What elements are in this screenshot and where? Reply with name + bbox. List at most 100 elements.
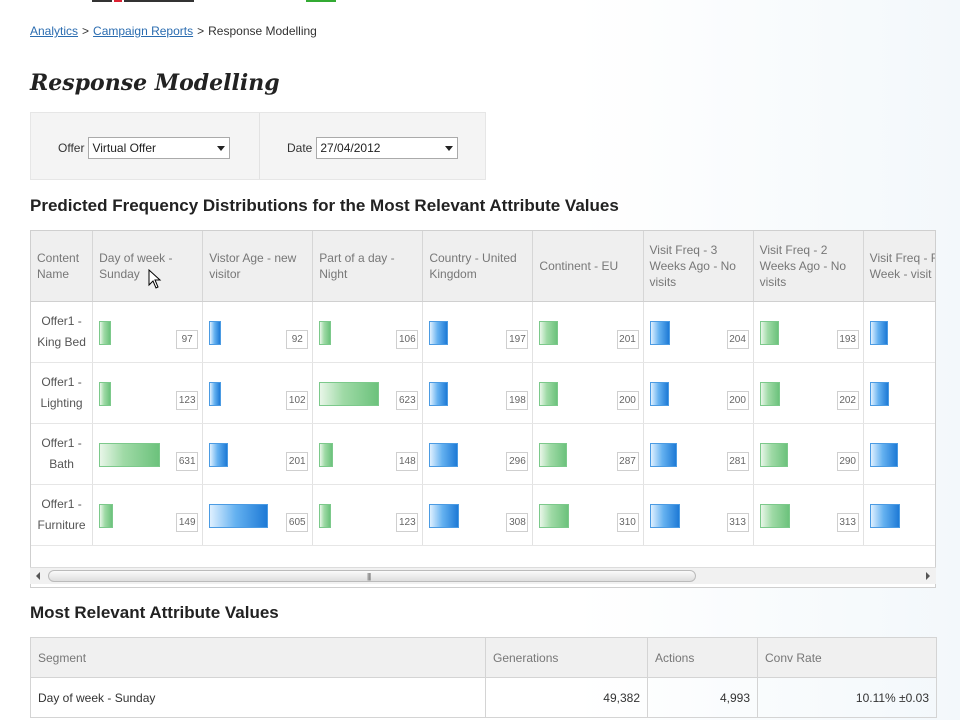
distribution-cell: 201 xyxy=(202,423,314,485)
distribution-value: 313 xyxy=(726,512,749,532)
distribution-value: 204 xyxy=(726,329,749,349)
distribution-cell: 149 xyxy=(92,484,204,546)
scrollbar-thumb[interactable]: ||| xyxy=(48,570,696,582)
relevant-table: Segment Generations Actions Conv Rate Da… xyxy=(30,637,937,718)
distribution-value: 605 xyxy=(286,512,309,532)
distribution-cell: 198 xyxy=(422,362,534,424)
chevron-down-icon xyxy=(217,146,226,151)
distribution-value: 97 xyxy=(176,329,199,349)
distribution-cell: 313 xyxy=(643,484,754,546)
distribution-cell: 631 xyxy=(92,423,204,485)
breadcrumb-link-campaign-reports[interactable]: Campaign Reports xyxy=(93,24,194,38)
chevron-down-icon xyxy=(445,146,454,151)
distribution-bar xyxy=(649,442,677,467)
date-label: Date xyxy=(287,141,313,155)
horizontal-scrollbar[interactable]: ||| xyxy=(30,567,936,584)
distribution-cell: 313 xyxy=(753,484,864,546)
attribute-column-header[interactable]: Day of week - Sunday xyxy=(92,231,204,302)
attribute-column-header[interactable]: Country - United Kingdom xyxy=(422,231,534,302)
predicted-header-row: Content Name Day of week - Sunday Vistor A… xyxy=(31,231,935,302)
conv-rate-column-header[interactable]: Conv Rate xyxy=(757,637,937,678)
distribution-cell: 296 xyxy=(422,423,534,485)
distribution-cell: 102 xyxy=(202,362,314,424)
distribution-value: 193 xyxy=(836,329,859,349)
distribution-bar xyxy=(99,503,114,528)
mouse-pointer-icon xyxy=(148,269,162,289)
distribution-value: 102 xyxy=(286,390,309,410)
distribution-value: 92 xyxy=(286,329,309,349)
distribution-cell: 287 xyxy=(532,423,644,485)
page-title: Response Modelling xyxy=(30,70,280,96)
distribution-value: 149 xyxy=(176,512,199,532)
distribution-cell xyxy=(863,362,935,424)
segment-column-header[interactable]: Segment xyxy=(30,637,486,678)
table-row[interactable]: Offer1 - Furniture 149 605 123 308 310 313 313 xyxy=(31,484,935,546)
distribution-value: 313 xyxy=(836,512,859,532)
offer-select-value: Virtual Offer xyxy=(92,141,157,155)
distribution-cell xyxy=(863,301,935,363)
distribution-cell: 148 xyxy=(312,423,424,485)
table-row[interactable]: Offer1 - Lighting 123 102 623 198 200 200 202 xyxy=(31,362,935,424)
arrow-right-icon[interactable] xyxy=(926,572,930,580)
distribution-value: 296 xyxy=(506,451,529,471)
distribution-bar xyxy=(539,320,559,345)
distribution-bar xyxy=(99,320,112,345)
distribution-bar xyxy=(759,442,788,467)
distribution-bar xyxy=(869,381,889,406)
distribution-bar xyxy=(209,442,229,467)
content-name-cell: Offer1 - King Bed xyxy=(31,301,94,363)
distribution-bar xyxy=(539,442,568,467)
distribution-bar xyxy=(319,503,332,528)
distribution-bar xyxy=(99,442,161,467)
distribution-cell: 123 xyxy=(312,484,424,546)
distribution-value: 200 xyxy=(616,390,639,410)
table-row[interactable]: Offer1 - King Bed 97 92 106 197 201 204 193 xyxy=(31,301,935,363)
distribution-bar xyxy=(539,381,559,406)
table-row[interactable]: Day of week - Sunday 49,382 4,993 10.11%… xyxy=(30,677,937,718)
breadcrumb-link-analytics[interactable]: Analytics xyxy=(30,24,79,38)
predicted-grid[interactable]: Content Name Day of week - Sunday Vistor A… xyxy=(30,230,936,588)
distribution-value: 106 xyxy=(396,329,419,349)
distribution-value: 201 xyxy=(616,329,639,349)
distribution-cell: 200 xyxy=(532,362,644,424)
distribution-value: 310 xyxy=(616,512,639,532)
date-select[interactable]: 27/04/2012 xyxy=(316,137,459,159)
distribution-cell xyxy=(863,484,935,546)
distribution-value: 308 xyxy=(506,512,529,532)
distribution-value: 123 xyxy=(396,512,419,532)
distribution-bar xyxy=(539,503,570,528)
distribution-value: 123 xyxy=(176,390,199,410)
content-name-cell: Offer1 - Bath xyxy=(31,423,94,485)
conv-rate-cell: 10.11% ±0.03 xyxy=(757,677,937,718)
distribution-value: 148 xyxy=(396,451,419,471)
date-filter: Date 27/04/2012 xyxy=(287,137,459,159)
attribute-column-header[interactable]: Continent - EU xyxy=(532,231,644,302)
logo-fragment xyxy=(92,0,112,2)
breadcrumb-separator: > xyxy=(197,24,205,38)
distribution-bar xyxy=(429,381,449,406)
actions-column-header[interactable]: Actions xyxy=(647,637,758,678)
breadcrumb-separator: > xyxy=(82,24,90,38)
attribute-column-header[interactable]: Vistor Age - new visitor xyxy=(202,231,314,302)
arrow-left-icon[interactable] xyxy=(36,572,40,580)
distribution-cell: 201 xyxy=(532,301,644,363)
offer-label: Offer xyxy=(58,141,85,155)
offer-select[interactable]: Virtual Offer xyxy=(88,137,231,159)
distribution-cell: 290 xyxy=(753,423,864,485)
attribute-column-header[interactable]: Visit Freq - 3 Weeks Ago - No visits xyxy=(643,231,754,302)
distribution-cell: 197 xyxy=(422,301,534,363)
table-row[interactable]: Offer1 - Bath 631 201 148 296 287 281 290 xyxy=(31,423,935,485)
distribution-bar xyxy=(649,381,669,406)
distribution-value: 202 xyxy=(836,390,859,410)
content-name-column-header[interactable]: Content Name xyxy=(31,231,94,302)
distribution-bar xyxy=(319,381,380,406)
distribution-value: 200 xyxy=(726,390,749,410)
distribution-cell: 202 xyxy=(753,362,864,424)
distribution-bar xyxy=(869,320,888,345)
attribute-column-header[interactable]: Visit Freq - 2 Weeks Ago - No visits xyxy=(753,231,864,302)
distribution-bar xyxy=(869,442,898,467)
distribution-bar xyxy=(209,503,269,528)
generations-column-header[interactable]: Generations xyxy=(485,637,648,678)
attribute-column-header[interactable]: Part of a day - Night xyxy=(312,231,424,302)
attribute-column-header[interactable]: Visit Freq - Recent Week - visit a week xyxy=(863,231,935,302)
